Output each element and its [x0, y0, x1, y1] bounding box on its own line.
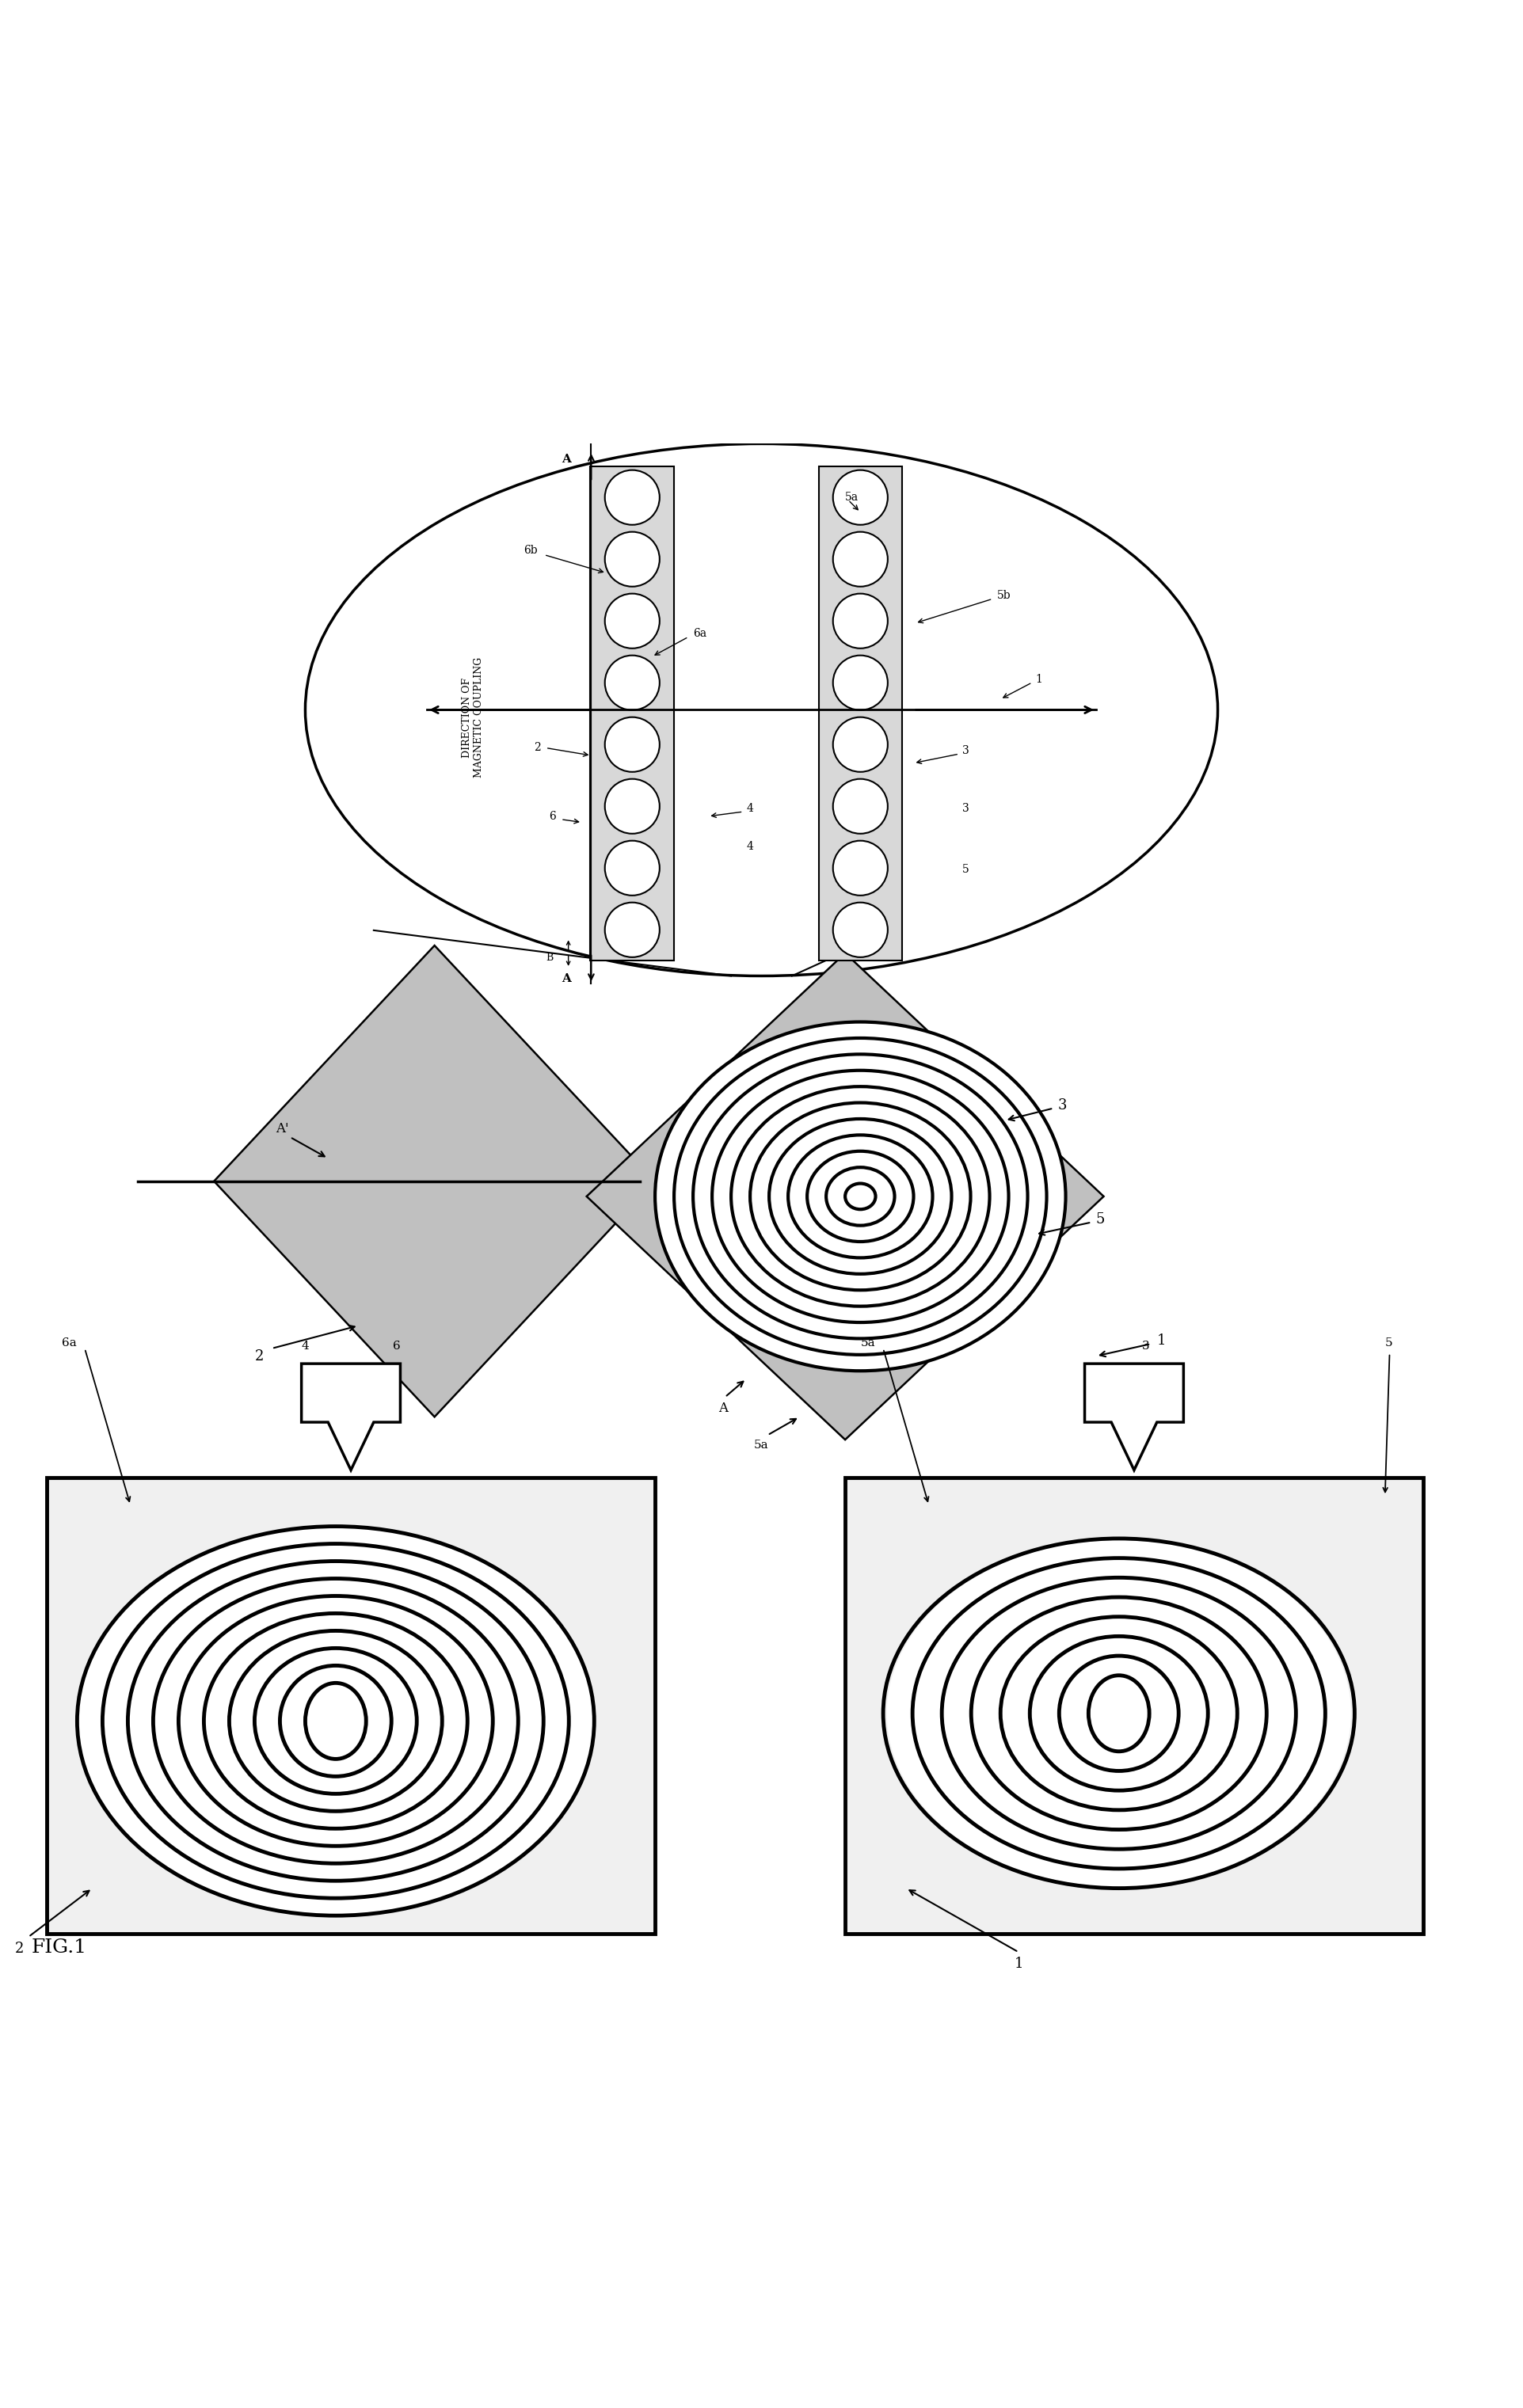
Ellipse shape	[104, 1544, 567, 1898]
Text: 6: 6	[550, 811, 556, 821]
Ellipse shape	[979, 1601, 1258, 1825]
Circle shape	[605, 903, 659, 958]
Ellipse shape	[769, 1120, 952, 1274]
Text: 5: 5	[1097, 1211, 1106, 1226]
Text: 6a: 6a	[693, 628, 707, 641]
Ellipse shape	[825, 1168, 894, 1226]
Ellipse shape	[291, 1671, 381, 1770]
Text: 5: 5	[1384, 1336, 1392, 1348]
Ellipse shape	[1010, 1623, 1228, 1804]
Ellipse shape	[731, 1086, 990, 1305]
Text: 1: 1	[1014, 1958, 1023, 1970]
Ellipse shape	[131, 1563, 541, 1881]
Text: 6b: 6b	[524, 544, 538, 556]
Text: 5a: 5a	[845, 491, 859, 503]
Text: 5a: 5a	[754, 1440, 769, 1450]
Ellipse shape	[655, 1021, 1066, 1370]
Circle shape	[605, 840, 659, 896]
Text: 2: 2	[535, 742, 541, 754]
Bar	[591, 467, 675, 961]
Text: 4: 4	[746, 804, 754, 814]
Ellipse shape	[184, 1599, 487, 1842]
Text: 5b: 5b	[998, 590, 1011, 602]
Text: DIRECTION OF
MAGNETIC COUPLING: DIRECTION OF MAGNETIC COUPLING	[461, 657, 484, 778]
Ellipse shape	[210, 1618, 461, 1825]
Polygon shape	[586, 954, 1104, 1440]
Ellipse shape	[751, 1103, 970, 1291]
Text: 4: 4	[746, 840, 754, 852]
Text: 2: 2	[256, 1348, 263, 1363]
Bar	[845, 1479, 1422, 1934]
Text: A: A	[562, 453, 571, 465]
Circle shape	[605, 470, 659, 525]
Circle shape	[605, 778, 659, 833]
Polygon shape	[1084, 1363, 1183, 1471]
Text: FIG.1: FIG.1	[32, 1938, 87, 1958]
Circle shape	[605, 595, 659, 648]
Ellipse shape	[305, 443, 1218, 975]
Circle shape	[833, 903, 888, 958]
Ellipse shape	[263, 1654, 408, 1789]
Ellipse shape	[1072, 1664, 1167, 1763]
Circle shape	[833, 840, 888, 896]
Text: 3: 3	[1142, 1341, 1150, 1351]
Text: A: A	[719, 1401, 728, 1416]
Circle shape	[833, 595, 888, 648]
Text: 3: 3	[963, 746, 969, 756]
Ellipse shape	[713, 1072, 1008, 1322]
Text: 6a: 6a	[62, 1336, 76, 1348]
Ellipse shape	[157, 1580, 513, 1861]
Text: A: A	[562, 973, 571, 985]
Ellipse shape	[949, 1582, 1290, 1845]
Ellipse shape	[78, 1527, 594, 1917]
Ellipse shape	[917, 1560, 1320, 1866]
Circle shape	[605, 532, 659, 588]
Ellipse shape	[1040, 1642, 1197, 1784]
Text: 2: 2	[15, 1941, 24, 1955]
Text: 5: 5	[963, 864, 969, 874]
Text: 1: 1	[1036, 674, 1042, 684]
Polygon shape	[215, 946, 655, 1416]
Ellipse shape	[886, 1541, 1351, 1888]
Ellipse shape	[807, 1151, 914, 1243]
Text: 6: 6	[393, 1341, 401, 1351]
Ellipse shape	[787, 1134, 932, 1257]
Text: 3: 3	[1058, 1098, 1068, 1112]
Circle shape	[833, 532, 888, 588]
Circle shape	[833, 778, 888, 833]
Text: 3: 3	[963, 804, 969, 814]
Bar	[47, 1479, 655, 1934]
Text: B: B	[545, 954, 553, 963]
Circle shape	[605, 655, 659, 710]
Ellipse shape	[693, 1055, 1028, 1339]
Ellipse shape	[675, 1038, 1046, 1356]
Text: 4: 4	[302, 1341, 309, 1351]
Text: A': A'	[276, 1122, 289, 1137]
Circle shape	[833, 718, 888, 773]
Circle shape	[833, 470, 888, 525]
Bar	[818, 467, 902, 961]
Ellipse shape	[845, 1182, 876, 1209]
Text: 5a: 5a	[860, 1336, 876, 1348]
Circle shape	[833, 655, 888, 710]
Circle shape	[605, 718, 659, 773]
Polygon shape	[302, 1363, 401, 1471]
Ellipse shape	[238, 1635, 434, 1806]
Text: 1: 1	[1157, 1334, 1167, 1348]
